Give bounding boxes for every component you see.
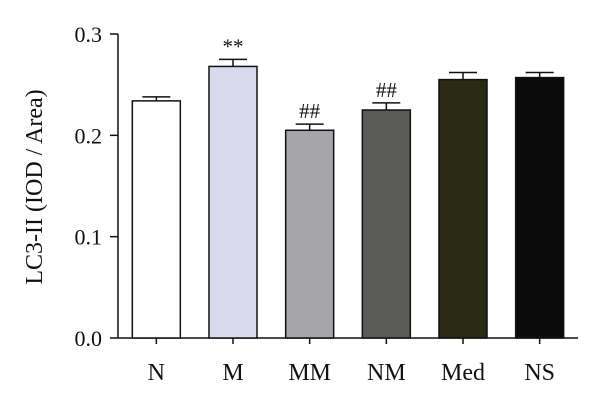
significance-label: ##	[376, 78, 398, 102]
y-tick-label: 0.3	[75, 22, 103, 47]
y-tick-label: 0.1	[75, 225, 103, 250]
x-tick-label: N	[148, 360, 165, 386]
x-tick-label: NM	[367, 360, 406, 386]
bar-n	[131, 100, 182, 339]
y-tick-label: 0.0	[75, 326, 103, 351]
y-axis-title: LC3-II (IOD / Area)	[22, 89, 48, 284]
bar-nm	[361, 109, 412, 339]
error-bars	[142, 58, 554, 131]
bar-med	[438, 78, 488, 339]
bar-ns	[514, 76, 565, 339]
x-tick-label: Med	[441, 360, 485, 386]
y-ticks: 0.0 0.1 0.2 0.3	[75, 22, 118, 351]
bar-mm	[284, 129, 335, 339]
x-tick-label: NS	[524, 360, 555, 386]
significance-label: **	[223, 34, 244, 58]
bar-m	[208, 65, 258, 339]
bars	[131, 65, 565, 339]
x-tick-label: M	[222, 360, 243, 386]
significance-label: ##	[299, 99, 321, 123]
significance-labels: ** ## ##	[223, 34, 398, 123]
y-tick-label: 0.2	[75, 123, 103, 148]
x-tick-label: MM	[288, 360, 331, 386]
x-tick-labels: N M MM NM Med NS	[148, 338, 555, 386]
